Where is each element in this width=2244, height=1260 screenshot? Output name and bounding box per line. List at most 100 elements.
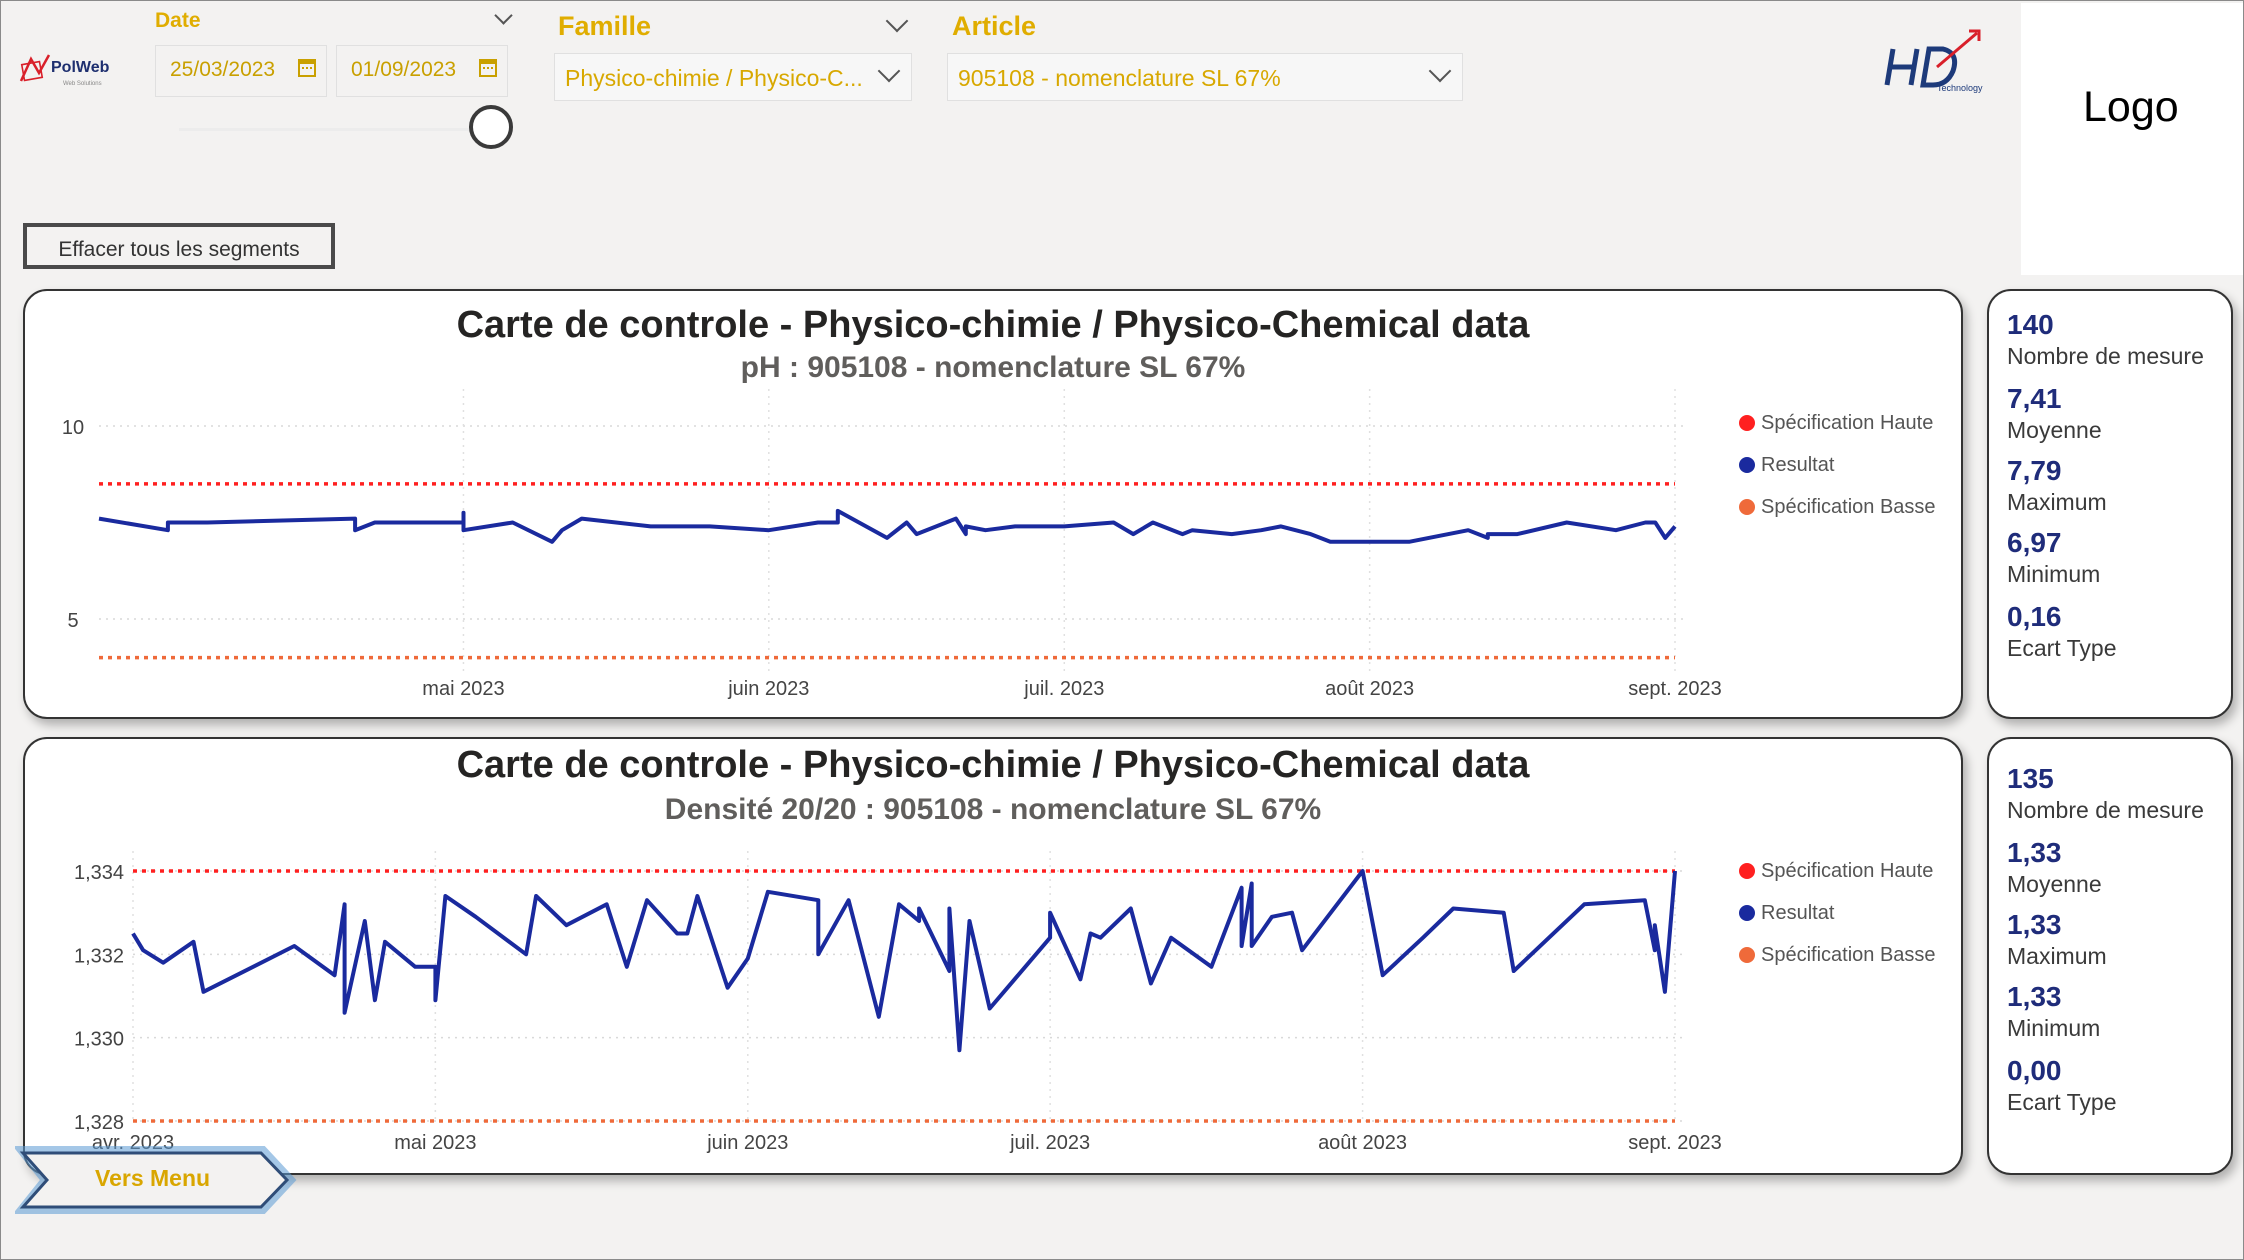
legend-result-marker (1739, 457, 1755, 473)
stat-mean-value: 7,41 (2007, 383, 2062, 414)
legend-spec-low-marker (1739, 947, 1755, 963)
article-dropdown-value: 905108 - nomenclature SL 67% (958, 65, 1281, 91)
x-tick-label: sept. 2023 (1628, 1132, 1721, 1154)
date-range-slider-track[interactable] (179, 128, 494, 131)
chart-title: Carte de controle - Physico-chimie / Phy… (457, 304, 1531, 346)
legend-spec-low-marker (1739, 499, 1755, 515)
y-tick-label: 1,328 (74, 1112, 124, 1134)
legend-result-label: Resultat (1761, 902, 1835, 924)
stat-max: 1,33 Maximum (2007, 909, 2107, 971)
famille-filter-chevron-down-icon[interactable] (885, 9, 909, 33)
stat-stddev-label: Ecart Type (2007, 635, 2117, 661)
stat-mean-label: Moyenne (2007, 417, 2102, 443)
stats-card-ph: 140 Nombre de mesure 7,41 Moyenne 7,79 M… (1987, 289, 2233, 719)
go-to-menu-label: Vers Menu (95, 1165, 211, 1191)
control-chart-density: Carte de controle - Physico-chimie / Phy… (74, 744, 1936, 1154)
stat-min-label: Minimum (2007, 561, 2101, 587)
stat-count-value: 135 (2007, 763, 2054, 794)
stat-count-label: Nombre de mesure (2007, 797, 2204, 823)
stat-mean: 7,41 Moyenne (2007, 383, 2102, 445)
date-range-slider-handle[interactable] (469, 105, 513, 149)
y-tick-label: 10 (62, 417, 84, 439)
legend-spec-low-label: Spécification Basse (1761, 496, 1936, 518)
stat-stddev-value: 0,00 (2007, 1055, 2062, 1086)
date-start-value: 25/03/2023 (170, 58, 276, 81)
stat-stddev: 0,00 Ecart Type (2007, 1055, 2117, 1117)
stat-min: 6,97 Minimum (2007, 527, 2100, 589)
hd-technology-logo: Technology (1881, 27, 1991, 97)
x-tick-label: août 2023 (1318, 1132, 1407, 1154)
polweb-logo-subtext: Web Solutions (63, 81, 102, 87)
x-tick-label: juil. 2023 (1023, 678, 1104, 700)
arrow-shape-icon (12, 1146, 297, 1214)
control-chart-ph: Carte de controle - Physico-chimie / Phy… (62, 304, 1936, 700)
chevron-down-icon[interactable] (1428, 59, 1452, 83)
stat-min-value: 6,97 (2007, 527, 2062, 558)
stat-max-value: 1,33 (2007, 909, 2062, 940)
date-filter-chevron-down-icon[interactable] (494, 6, 513, 25)
legend-spec-high-label: Spécification Haute (1761, 860, 1933, 882)
stat-min: 1,33 Minimum (2007, 981, 2100, 1043)
y-tick-label: 1,334 (74, 862, 124, 884)
date-end-value: 01/09/2023 (351, 58, 457, 81)
stat-max-value: 7,79 (2007, 455, 2062, 486)
stat-mean-value: 1,33 (2007, 837, 2062, 868)
x-tick-label: mai 2023 (422, 678, 504, 700)
stat-mean-label: Moyenne (2007, 871, 2102, 897)
legend-spec-high-marker (1739, 415, 1755, 431)
x-tick-label: mai 2023 (394, 1132, 476, 1154)
legend-result-marker (1739, 905, 1755, 921)
x-tick-label: juin 2023 (727, 678, 809, 700)
logo-placeholder: Logo (2021, 3, 2243, 275)
calendar-icon[interactable] (479, 59, 497, 77)
y-tick-label: 1,330 (74, 1029, 124, 1051)
stat-count-label: Nombre de mesure (2007, 343, 2204, 369)
x-tick-label: sept. 2023 (1628, 678, 1721, 700)
legend-spec-high-marker (1739, 863, 1755, 879)
stat-max-label: Maximum (2007, 943, 2107, 969)
calendar-icon[interactable] (298, 59, 316, 77)
stat-stddev-value: 0,16 (2007, 601, 2062, 632)
famille-dropdown[interactable]: Physico-chimie / Physico-C... (554, 53, 912, 101)
x-tick-label: juin 2023 (706, 1132, 788, 1154)
x-tick-label: août 2023 (1325, 678, 1414, 700)
polweb-logo-icon (19, 54, 51, 82)
polweb-logo: PolWeb Web Solutions (17, 51, 117, 91)
stat-stddev: 0,16 Ecart Type (2007, 601, 2117, 663)
clear-all-segments-button[interactable]: Effacer tous les segments (23, 223, 335, 269)
article-dropdown[interactable]: 905108 - nomenclature SL 67% (947, 53, 1463, 101)
famille-dropdown-value: Physico-chimie / Physico-C... (565, 65, 863, 91)
result-series-line (131, 869, 1677, 1053)
stat-mean: 1,33 Moyenne (2007, 837, 2102, 899)
chart-subtitle: pH : 905108 - nomenclature SL 67% (741, 351, 1246, 384)
chart-title: Carte de controle - Physico-chimie / Phy… (457, 744, 1531, 786)
hd-technology-logo-icon (1884, 29, 1981, 88)
stat-count-value: 140 (2007, 309, 2054, 340)
date-start-input[interactable]: 25/03/2023 (155, 45, 327, 97)
logo-placeholder-text: Logo (2083, 83, 2179, 131)
stat-max-label: Maximum (2007, 489, 2107, 515)
legend-result-label: Resultat (1761, 454, 1835, 476)
polweb-logo-text: PolWeb (51, 59, 110, 76)
stat-min-label: Minimum (2007, 1015, 2101, 1041)
go-to-menu-button[interactable]: Vers Menu (12, 1145, 297, 1215)
date-end-input[interactable]: 01/09/2023 (336, 45, 508, 97)
legend-spec-low-label: Spécification Basse (1761, 944, 1936, 966)
chart-subtitle: Densité 20/20 : 905108 - nomenclature SL… (665, 793, 1321, 826)
stat-max: 7,79 Maximum (2007, 455, 2107, 517)
legend-spec-high-label: Spécification Haute (1761, 412, 1933, 434)
control-chart-ph-card: Carte de controle - Physico-chimie / Phy… (23, 289, 1963, 719)
hd-technology-logo-text: Technology (1937, 83, 1983, 93)
stat-min-value: 1,33 (2007, 981, 2062, 1012)
article-filter-title: Article (952, 11, 1037, 41)
control-chart-density-card: Carte de controle - Physico-chimie / Phy… (23, 737, 1963, 1175)
date-filter-title: Date (155, 9, 201, 32)
result-series-line (98, 508, 1677, 544)
famille-filter-title: Famille (558, 11, 652, 41)
stat-stddev-label: Ecart Type (2007, 1089, 2117, 1115)
chevron-down-icon[interactable] (877, 59, 901, 83)
stats-card-density: 135 Nombre de mesure 1,33 Moyenne 1,33 M… (1987, 737, 2233, 1175)
stat-count: 135 Nombre de mesure (2007, 763, 2204, 825)
stat-count: 140 Nombre de mesure (2007, 309, 2204, 371)
